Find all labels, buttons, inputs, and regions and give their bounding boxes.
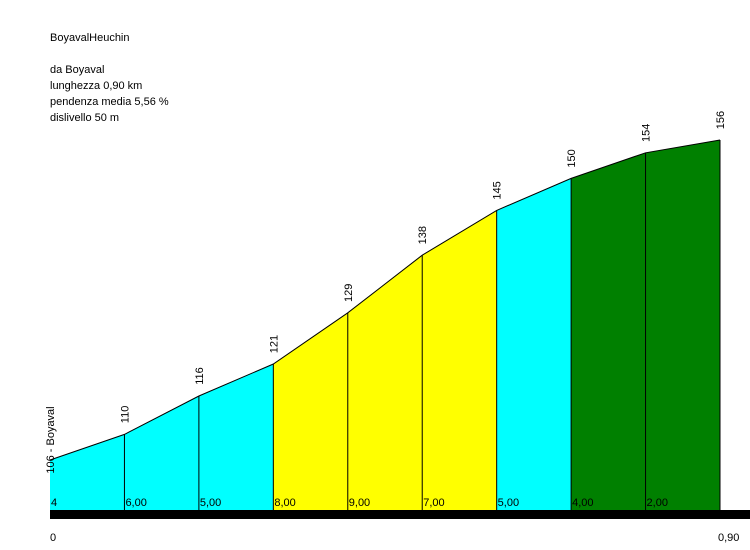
segment-gradient-label: 6,00	[125, 497, 146, 509]
x-axis-start-label: 0	[50, 532, 56, 544]
segment-gradient-label: 5,00	[498, 497, 519, 509]
elevation-label: 121	[268, 335, 280, 353]
profile-line	[49, 139, 721, 461]
elevation-label: 116	[194, 367, 206, 385]
segment-gradient-label: 7,00	[423, 497, 444, 509]
elevation-label: 110	[119, 406, 131, 424]
elevation-label: 145	[492, 181, 504, 199]
x-axis-end-label: 0,90	[718, 532, 739, 544]
elevation-label: 154	[641, 124, 653, 142]
segment-gradient-label: 4,00	[572, 497, 593, 509]
profile-segment	[273, 312, 348, 510]
elevation-label: 129	[343, 284, 355, 302]
profile-segment	[422, 210, 497, 510]
segment-gradient-label: 5,00	[200, 497, 221, 509]
climb-start: da Boyaval	[50, 64, 105, 76]
profile-segment	[645, 140, 720, 510]
climb-elevation-gain: dislivello 50 m	[50, 112, 120, 124]
segment-gradient-label: 8,00	[274, 497, 295, 509]
profile-segment	[50, 434, 125, 510]
elevation-label: 150	[566, 149, 578, 167]
elevation-label: 138	[417, 226, 429, 244]
climb-length: lunghezza 0,90 km	[50, 80, 143, 92]
climb-avg-gradient: pendenza media 5,56 %	[50, 96, 169, 108]
segment-gradient-label: 2,00	[647, 497, 668, 509]
profile-segment	[571, 152, 646, 511]
profile-segment	[198, 364, 274, 510]
distance-axis-bar	[50, 510, 750, 519]
profile-segment	[496, 178, 572, 510]
climb-title: BoyavalHeuchin	[50, 32, 130, 44]
profile-segment	[347, 255, 423, 510]
elevation-label: 106 - Boyaval	[45, 406, 57, 473]
segment-gradient-label: 4	[51, 497, 57, 509]
profile-segment	[124, 396, 199, 510]
climb-info: BoyavalHeuchin da Boyaval lunghezza 0,90…	[50, 30, 169, 126]
elevation-label: 156	[715, 111, 727, 129]
segment-gradient-label: 9,00	[349, 497, 370, 509]
